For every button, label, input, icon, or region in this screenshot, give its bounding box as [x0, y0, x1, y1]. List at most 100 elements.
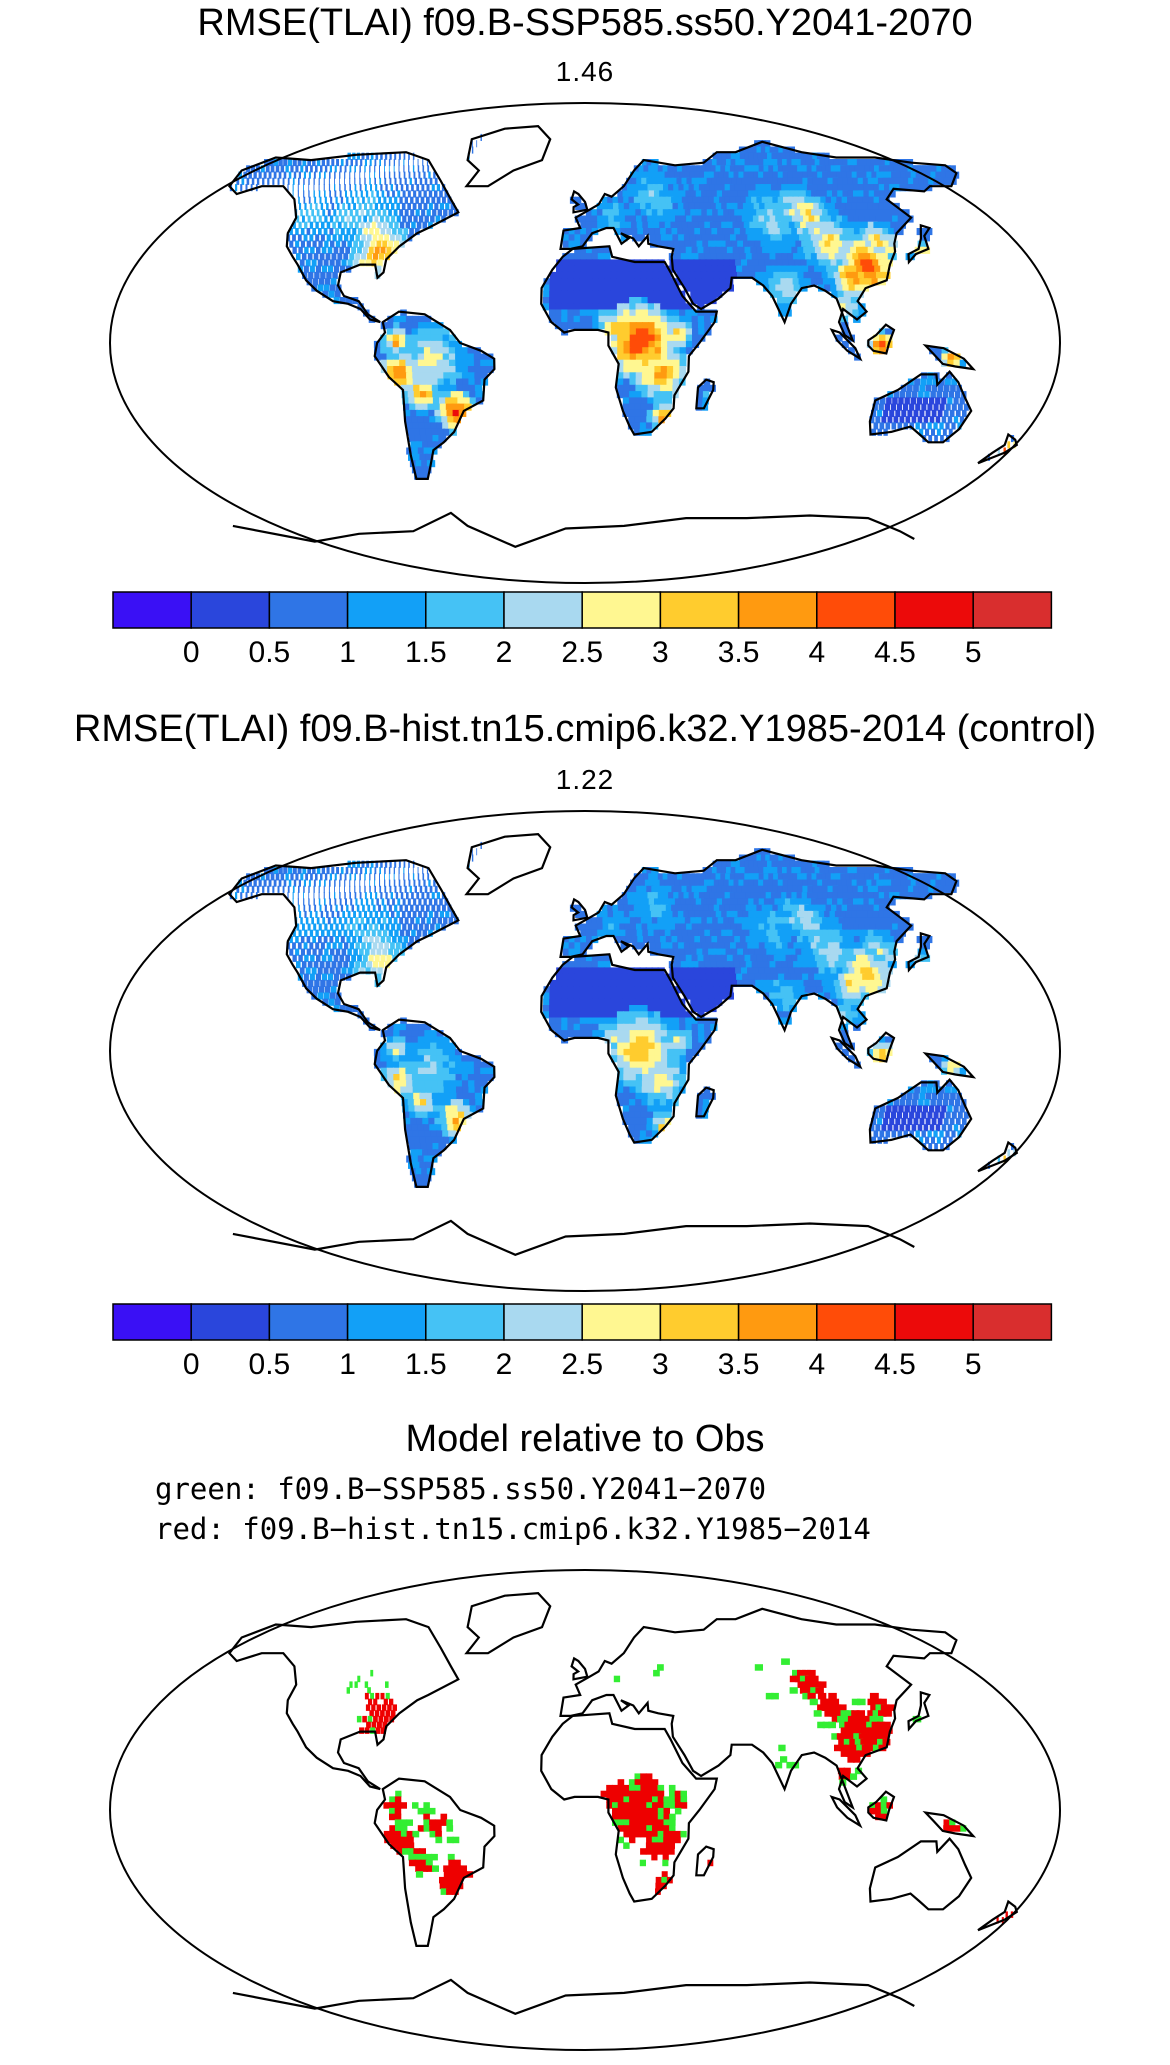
panel1-cell	[758, 190, 768, 198]
panel1-colorbar-swatch	[112, 591, 192, 629]
panel1-cell	[635, 347, 643, 355]
panel2-cell	[412, 873, 415, 881]
panel1-cell	[666, 303, 674, 311]
panel2-cell	[696, 885, 705, 893]
panel2-cell	[756, 917, 765, 925]
panel2-cell	[382, 917, 387, 925]
panel2-cell	[657, 917, 665, 925]
panel2-cell	[442, 1048, 450, 1056]
panel2-cell	[292, 892, 294, 900]
panel2-cell	[629, 1086, 637, 1094]
panel2-cell	[411, 1061, 419, 1069]
panel1-cell	[905, 253, 915, 261]
panel2-cell	[455, 1048, 462, 1056]
panel1-cell	[256, 177, 260, 185]
panel1-cell	[635, 209, 643, 217]
panel2-cell	[684, 879, 693, 887]
panel2-cell	[879, 1048, 887, 1056]
panel2-cell	[840, 961, 850, 969]
panel1-cell	[403, 159, 405, 167]
panel1-cell	[830, 215, 841, 223]
panel1-cell	[623, 303, 631, 311]
panel1-cell	[758, 171, 768, 179]
panel1-cell	[287, 177, 290, 185]
panel2-cell	[657, 892, 666, 900]
panel1-cell	[288, 171, 292, 179]
panel1-cell	[712, 265, 720, 273]
panel1-cell	[622, 403, 630, 411]
panel2-cell	[685, 898, 694, 906]
panel2-cell	[649, 942, 657, 950]
panel1-cell	[707, 278, 715, 286]
panel2-cell	[655, 904, 663, 912]
panel2-cell	[704, 929, 713, 937]
panel1-cell	[695, 278, 703, 286]
panel1-cell	[324, 196, 327, 204]
panel1-cell	[832, 246, 842, 254]
panel2-cell	[781, 942, 791, 950]
panel2-cell	[573, 1017, 581, 1025]
panel1-cell	[567, 322, 575, 330]
panel2-cell	[407, 1099, 416, 1107]
panel1-cell	[883, 202, 895, 210]
panel2-cell	[622, 1099, 630, 1107]
panel2-cell	[592, 979, 599, 987]
panel1-cell	[893, 209, 904, 217]
panel2-cell	[686, 923, 694, 931]
panel2-cell	[324, 873, 328, 881]
panel2-cell	[733, 879, 743, 887]
panel2-cell	[396, 923, 401, 931]
panel1-cell	[562, 253, 569, 261]
panel1-cell	[592, 315, 600, 323]
panel2-cell	[613, 910, 620, 918]
panel1-cell	[936, 391, 942, 399]
panel1-cell	[770, 259, 779, 267]
panel2-cell	[676, 904, 685, 912]
panel1-cell	[405, 221, 410, 229]
panel2-cell	[603, 954, 611, 962]
panel1-cell	[393, 366, 401, 374]
panel1-cell	[885, 334, 893, 342]
panel1-cell	[310, 246, 315, 254]
panel1-cell	[289, 228, 293, 236]
panel1-cell	[418, 366, 426, 374]
panel2-cell	[335, 923, 339, 931]
panel2-cell	[334, 879, 336, 887]
panel1-cell	[672, 234, 680, 242]
panel2-cell	[586, 954, 593, 962]
panel2-cell	[360, 929, 365, 937]
panel2-cell	[797, 910, 807, 918]
panel1-cell	[480, 133, 482, 141]
panel2-cell	[800, 898, 811, 906]
panel1-cell	[641, 397, 648, 405]
panel1-cell	[443, 209, 448, 217]
panel1-cell	[453, 416, 461, 424]
panel2-cell	[659, 898, 667, 906]
panel2-cell	[885, 954, 895, 962]
panel1-cell	[410, 209, 415, 217]
panel2-cell	[622, 973, 630, 981]
panel2-cell	[900, 1092, 907, 1100]
panel2-cell	[664, 979, 672, 987]
panel2-cell	[398, 1048, 406, 1056]
panel1-cell	[730, 234, 738, 242]
panel1-cell	[1003, 447, 1006, 455]
panel1-cell	[728, 171, 738, 179]
panel1-cell	[449, 359, 457, 367]
panel1-cell	[819, 215, 830, 223]
panel2-cell	[450, 910, 455, 918]
panel1-cell	[947, 359, 954, 367]
panel1-cell	[740, 196, 750, 204]
map-border	[109, 102, 1061, 584]
panel2-cell	[634, 979, 642, 987]
panel2-cell	[963, 1111, 969, 1119]
panel1-cell	[742, 265, 750, 273]
panel2-cell	[648, 936, 656, 944]
panel1-cell	[604, 315, 612, 323]
panel2-cell	[406, 892, 409, 900]
panel1-cell	[794, 259, 803, 267]
panel2-cell	[797, 979, 806, 987]
panel1-cell	[684, 303, 693, 311]
panel1-cell	[414, 472, 423, 480]
panel2-cell	[670, 929, 678, 937]
